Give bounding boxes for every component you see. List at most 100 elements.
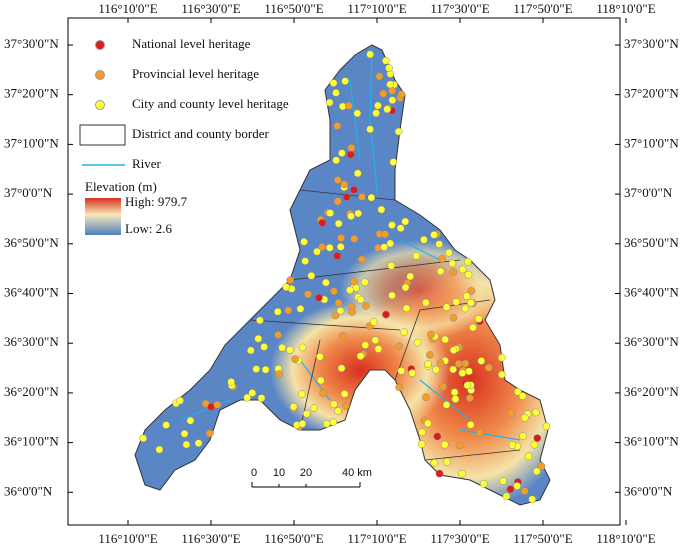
heritage-point bbox=[435, 240, 444, 248]
lat-label: 37°30'0"N bbox=[624, 36, 679, 51]
heritage-point bbox=[467, 299, 475, 307]
region bbox=[135, 45, 550, 505]
heritage-point bbox=[285, 346, 294, 354]
heritage-point bbox=[450, 388, 459, 397]
heritage-point bbox=[374, 345, 383, 353]
heritage-point bbox=[325, 98, 334, 107]
heritage-point bbox=[256, 316, 264, 325]
heritage-point bbox=[395, 342, 404, 351]
heritage-point bbox=[282, 283, 291, 291]
heritage-point bbox=[213, 400, 222, 409]
heritage-point bbox=[380, 243, 389, 252]
lat-label: 37°0'0"N bbox=[624, 185, 673, 200]
heritage-point bbox=[342, 401, 350, 410]
heritage-point bbox=[291, 355, 299, 363]
heritage-point bbox=[530, 440, 539, 449]
scale-label: 40 km bbox=[342, 467, 372, 479]
heritage-point bbox=[533, 467, 541, 476]
heritage-point bbox=[458, 369, 467, 377]
heritage-point bbox=[454, 359, 463, 368]
heritage-point bbox=[289, 402, 298, 411]
heritage-point bbox=[382, 310, 390, 319]
heritage-point bbox=[524, 452, 533, 461]
heritage-point bbox=[334, 407, 342, 415]
map-frame bbox=[67, 17, 621, 526]
heritage-point bbox=[342, 193, 351, 201]
scale-label: 10 bbox=[273, 467, 285, 479]
heritage-point bbox=[426, 351, 434, 359]
lat-label: 36°30'0"N bbox=[624, 334, 679, 349]
scale-label: 0 bbox=[251, 467, 257, 479]
heritage-point bbox=[528, 495, 537, 504]
lon-label: 117°30'0"E bbox=[430, 1, 489, 16]
heritage-point bbox=[377, 205, 386, 214]
heritage-point bbox=[361, 341, 370, 349]
heritage-point bbox=[396, 224, 405, 233]
heritage-point bbox=[388, 86, 396, 95]
heritage-point bbox=[332, 89, 340, 97]
heritage-point bbox=[347, 212, 355, 221]
heritage-point bbox=[520, 487, 529, 495]
heritage-point bbox=[336, 243, 345, 251]
heritage-point bbox=[449, 267, 458, 276]
legend-label: District and county border bbox=[132, 126, 269, 141]
heritage-point bbox=[502, 492, 511, 501]
heritage-point bbox=[319, 389, 328, 398]
lat-label: 36°10'0"N bbox=[624, 434, 679, 449]
heritage-point bbox=[389, 158, 398, 166]
legend-label: Provincial level heritage bbox=[132, 66, 259, 81]
heritage-point bbox=[348, 308, 356, 316]
elevation-low: Low: 2.6 bbox=[125, 221, 172, 236]
heritage-point bbox=[466, 420, 475, 429]
lon-label: 116°10'0"E bbox=[98, 1, 157, 16]
heritage-point bbox=[422, 393, 430, 402]
heritage-point bbox=[316, 352, 324, 361]
heritage-point bbox=[479, 479, 488, 488]
heritage-point bbox=[436, 359, 445, 367]
heritage-point bbox=[332, 156, 341, 165]
heritage-point bbox=[465, 394, 474, 402]
heritage-point bbox=[344, 101, 353, 110]
heritage-point bbox=[417, 440, 426, 448]
legend-symbol bbox=[95, 70, 105, 80]
heritage-point bbox=[273, 307, 282, 316]
heritage-point bbox=[227, 378, 236, 386]
heritage-point bbox=[300, 237, 308, 246]
lon-label: 117°30'0"E bbox=[430, 531, 489, 546]
heritage-point bbox=[310, 404, 318, 412]
heritage-point bbox=[315, 293, 323, 302]
heritage-point bbox=[297, 390, 306, 398]
heritage-point bbox=[326, 209, 335, 217]
heritage-point bbox=[329, 418, 338, 426]
heritage-point bbox=[307, 271, 316, 280]
heritage-point bbox=[436, 267, 445, 276]
heritage-point bbox=[254, 334, 263, 343]
heritage-point bbox=[519, 432, 527, 441]
heritage-point bbox=[358, 193, 366, 201]
heritage-point bbox=[532, 408, 540, 417]
heritage-point bbox=[333, 176, 342, 184]
heritage-point bbox=[334, 299, 343, 307]
heritage-point bbox=[350, 277, 358, 286]
heritage-point bbox=[441, 335, 450, 344]
heritage-point bbox=[542, 422, 551, 431]
heritage-point bbox=[252, 365, 261, 373]
heritage-point bbox=[424, 360, 432, 368]
heritage-point bbox=[257, 394, 266, 402]
heritage-point bbox=[499, 477, 507, 485]
heritage-point bbox=[336, 306, 345, 315]
heritage-point bbox=[386, 239, 395, 248]
heritage-point bbox=[347, 143, 356, 152]
heritage-point bbox=[367, 193, 376, 202]
heritage-point bbox=[350, 235, 359, 243]
heritage-point bbox=[462, 292, 471, 300]
heritage-point bbox=[451, 395, 460, 403]
heritage-point bbox=[469, 323, 477, 332]
heritage-point bbox=[477, 357, 486, 365]
heritage-point bbox=[445, 248, 453, 257]
heritage-point bbox=[381, 230, 389, 239]
lat-label: 37°20'0"N bbox=[4, 86, 59, 101]
lat-label: 36°30'0"N bbox=[4, 334, 59, 349]
heritage-point bbox=[337, 234, 345, 242]
heritage-point bbox=[353, 109, 362, 118]
